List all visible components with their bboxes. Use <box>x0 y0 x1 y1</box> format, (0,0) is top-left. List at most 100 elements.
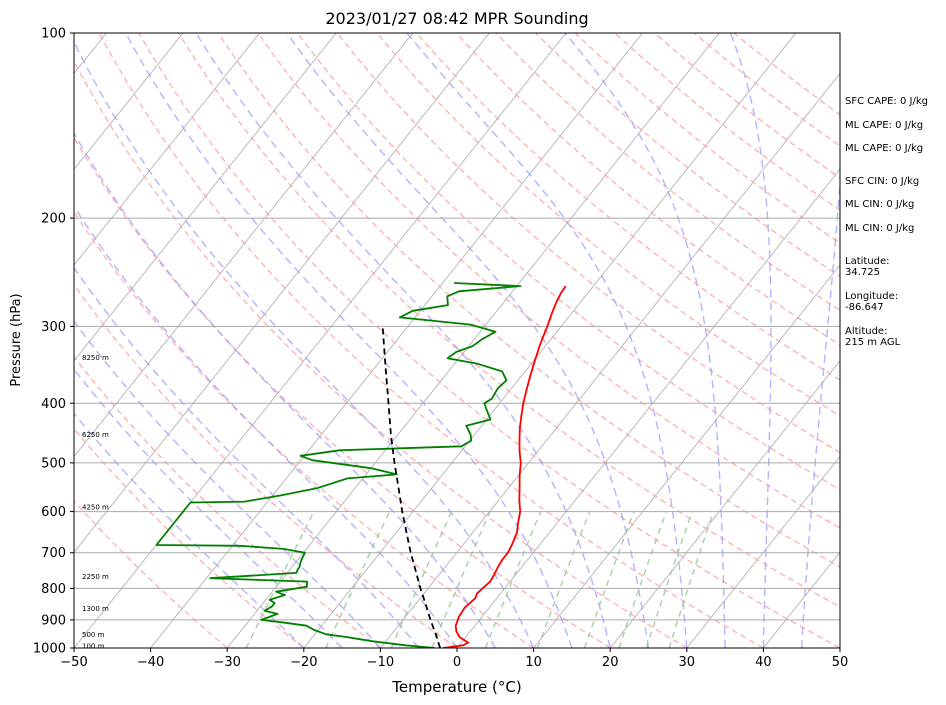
dry-adiabat <box>74 355 381 648</box>
sounding-index-label: ML CIN: 0 J/kg <box>845 223 914 234</box>
dry-adiabat <box>74 283 458 648</box>
sounding-index-value: 215 m AGL <box>845 337 901 348</box>
moist-adiabat <box>74 131 496 648</box>
x-tick-label: −10 <box>367 655 394 670</box>
dry-adiabat <box>177 33 840 608</box>
mixing-ratio-line <box>618 511 668 648</box>
sounding-profiles <box>155 282 567 648</box>
y-axis-label: Pressure (hPa) <box>9 293 24 386</box>
dry-adiabat <box>455 33 840 346</box>
sounding-index-label: ML CIN: 0 J/kg <box>845 199 914 210</box>
isotherm-line <box>226 33 720 648</box>
dry-adiabat <box>416 33 840 381</box>
sounding-index-label: Longitude: <box>845 291 898 302</box>
dry-adiabat <box>98 33 764 648</box>
sounding-index-value: 34.725 <box>845 267 880 278</box>
moist-adiabat <box>74 205 458 648</box>
isotherm-line <box>609 360 840 648</box>
x-tick-label: −30 <box>213 655 240 670</box>
x-tick-label: 10 <box>525 655 542 670</box>
moist-adiabat <box>195 33 611 648</box>
isotherm-line <box>74 33 337 362</box>
y-tick-label: 300 <box>41 320 66 335</box>
dry-adiabat <box>74 60 688 648</box>
isotherm-line <box>303 33 797 648</box>
height-label: 500 m <box>82 631 105 639</box>
moist-adiabat <box>74 368 343 648</box>
dry-adiabat <box>74 210 534 648</box>
mixing-ratio-line <box>583 511 635 648</box>
mixing-ratio-line <box>645 511 693 648</box>
isotherm-line <box>74 33 260 266</box>
mixing-ratio-line <box>536 511 591 648</box>
isobar-grid <box>74 33 840 648</box>
dewpoint-profile <box>155 282 522 648</box>
moist-adiabat <box>74 266 420 648</box>
isotherm-line <box>533 264 840 648</box>
background-lines <box>74 33 840 648</box>
isotherm-line <box>74 33 184 170</box>
y-tick-label: 400 <box>41 397 66 412</box>
moist-adiabat <box>125 33 573 648</box>
isotherm-line <box>686 455 840 648</box>
dry-adiabat <box>257 33 840 529</box>
dry-adiabat <box>138 33 840 648</box>
isotherm-line <box>456 168 840 648</box>
mixing-ratio-line <box>484 511 542 648</box>
moist-adiabat <box>286 33 650 648</box>
temperature-profile <box>443 285 567 648</box>
isotherm-line <box>74 33 414 458</box>
moist-adiabat <box>74 412 305 648</box>
dry-adiabat <box>376 33 840 417</box>
y-tick-label: 600 <box>41 505 66 520</box>
height-label: 6250 m <box>82 431 109 439</box>
sounding-index-label: ML CAPE: 0 J/kg <box>845 120 923 131</box>
x-tick-label: −40 <box>137 655 164 670</box>
mixing-ratio-line <box>668 511 715 648</box>
dry-adiabat <box>74 500 228 648</box>
moist-adiabat <box>74 40 535 648</box>
y-tick-label: 100 <box>41 27 66 42</box>
sounding-index-value: -86.647 <box>845 302 884 313</box>
x-tick-label: 50 <box>832 655 849 670</box>
sounding-indices: SFC CAPE: 0 J/kg ML CAPE: 0 J/kg ML CAPE: … <box>845 96 928 348</box>
moist-adiabat <box>74 320 381 648</box>
moist-adiabat <box>406 33 688 648</box>
x-tick-label: 0 <box>453 655 461 670</box>
parcel-path <box>381 326 441 648</box>
x-axis-label: Temperature (°C) <box>391 678 521 696</box>
sounding-index-label: SFC CIN: 0 J/kg <box>845 176 919 187</box>
dry-adiabat <box>74 136 611 648</box>
y-axis-ticks: 100 200 300 400 500 600 700 800 900 1000 <box>33 27 74 657</box>
isotherm-line <box>74 33 490 553</box>
height-label: 2250 m <box>82 573 109 581</box>
moist-adiabat <box>729 33 772 648</box>
y-tick-label: 500 <box>41 456 66 471</box>
x-tick-label: 30 <box>679 655 696 670</box>
y-tick-label: 800 <box>41 582 66 597</box>
height-label: 100 m <box>82 642 105 650</box>
sounding-index-label: Altitude: <box>845 326 887 337</box>
height-label: 1300 m <box>82 605 109 613</box>
y-tick-label: 900 <box>41 613 66 628</box>
isotherm-line <box>380 72 840 648</box>
y-tick-label: 1000 <box>33 642 66 657</box>
x-tick-label: −20 <box>290 655 317 670</box>
sounding-index-label: SFC CAPE: 0 J/kg <box>845 96 928 107</box>
plot-frame <box>73 32 841 649</box>
sounding-index-label: ML CAPE: 0 J/kg <box>845 143 923 154</box>
x-tick-label: 20 <box>602 655 619 670</box>
isotherm-line <box>74 33 567 648</box>
height-labels: 100 m 500 m 1300 m 2250 m 4250 m 6250 m 8250 m <box>82 354 109 650</box>
chart-title: 2023/01/27 08:42 MPR Sounding <box>325 9 588 28</box>
height-label: 4250 m <box>82 504 109 512</box>
x-tick-label: 40 <box>755 655 772 670</box>
x-tick-label: −50 <box>60 655 87 670</box>
moist-adiabat <box>564 33 726 648</box>
x-axis-ticks: −50 −40 −30 −20 −10 0 10 20 30 40 50 <box>60 648 848 670</box>
mixing-ratio-line <box>390 511 453 648</box>
y-tick-label: 200 <box>41 212 66 227</box>
sounding-index-label: Latitude: <box>845 256 890 267</box>
dry-adiabat <box>336 33 840 454</box>
